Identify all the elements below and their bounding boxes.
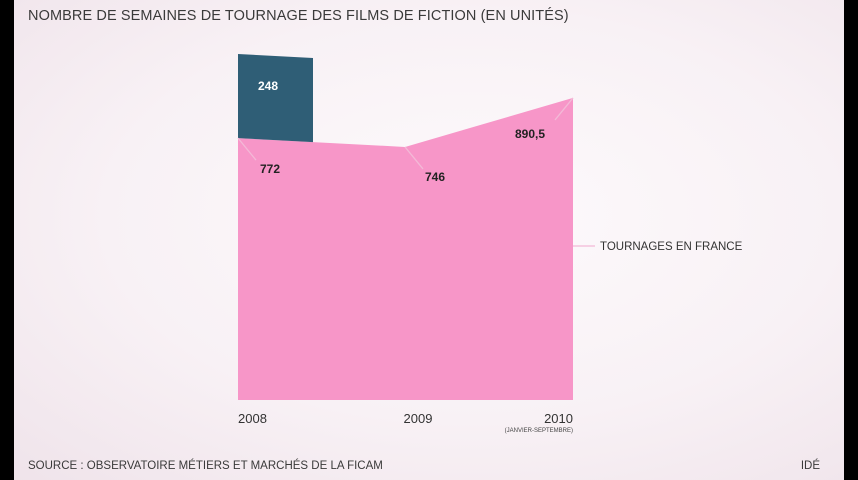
x-tick-label-2008: 2008	[238, 411, 267, 426]
legend-tournages-en-france: TOURNAGES EN FRANCE	[600, 241, 743, 253]
x-tick-label-2009: 2009	[404, 411, 433, 426]
source-note: SOURCE : OBSERVATOIRE MÉTIERS ET MARCHÉS…	[28, 460, 383, 472]
value-label-2008-block: 248	[258, 79, 278, 93]
right-letterbox	[844, 0, 858, 480]
area-block-2008-248	[238, 54, 313, 143]
value-callout-line	[404, 146, 424, 170]
area-series-tournages-france	[238, 97, 573, 400]
value-label-2010: 890,5	[515, 127, 545, 141]
x-tick-note-2010: (JANVIER-SEPTEMBRE)	[505, 428, 573, 434]
chart-title: NOMBRE DE SEMAINES DE TOURNAGE DES FILMS…	[28, 8, 569, 24]
value-callout-line	[237, 137, 257, 161]
value-callout-line	[554, 97, 574, 121]
brand-logo-text: IDÉ	[800, 460, 820, 472]
value-label-2009: 746	[425, 170, 445, 184]
value-label-2008: 772	[260, 162, 280, 176]
x-tick-label-2010: 2010	[544, 411, 573, 426]
left-letterbox	[0, 0, 14, 480]
